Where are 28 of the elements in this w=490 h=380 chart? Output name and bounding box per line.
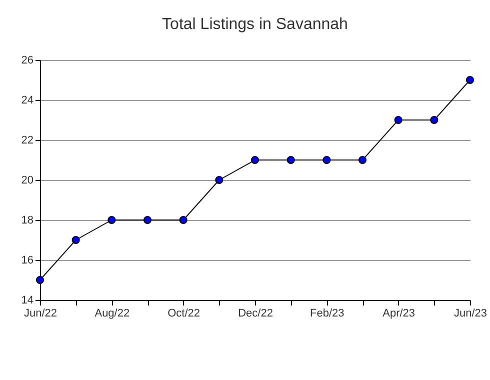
x-tick-label: Aug/22 (94, 308, 130, 320)
point (36, 276, 44, 284)
y-tick-label: 22 (21, 134, 34, 146)
point (143, 216, 152, 224)
y-tick-label: 16 (21, 254, 34, 266)
point (430, 116, 438, 124)
point (72, 236, 80, 244)
point (358, 156, 367, 164)
x-tick-label: Feb/23 (310, 308, 344, 320)
point (286, 156, 295, 164)
y-tick-label: 18 (21, 214, 34, 226)
x-tick-label: Jun/23 (454, 308, 488, 320)
point (394, 116, 402, 124)
chart-title: Total Listings in Savannah (162, 16, 348, 33)
point (322, 156, 331, 164)
point (215, 176, 224, 184)
y-tick-label: 20 (21, 174, 34, 186)
x-tick-label: Apr/23 (382, 308, 416, 320)
point (250, 156, 260, 164)
y-tick-label: 26 (21, 54, 34, 66)
x-tick-label: Oct/22 (168, 308, 200, 320)
y-tick-label: 14 (21, 294, 34, 306)
point (466, 76, 474, 84)
y-tick-label: 24 (21, 94, 34, 106)
x-tick-label: Jun/22 (24, 308, 58, 320)
point (108, 216, 116, 224)
point (179, 216, 188, 224)
x-tick-label: Dec/22 (238, 308, 273, 320)
